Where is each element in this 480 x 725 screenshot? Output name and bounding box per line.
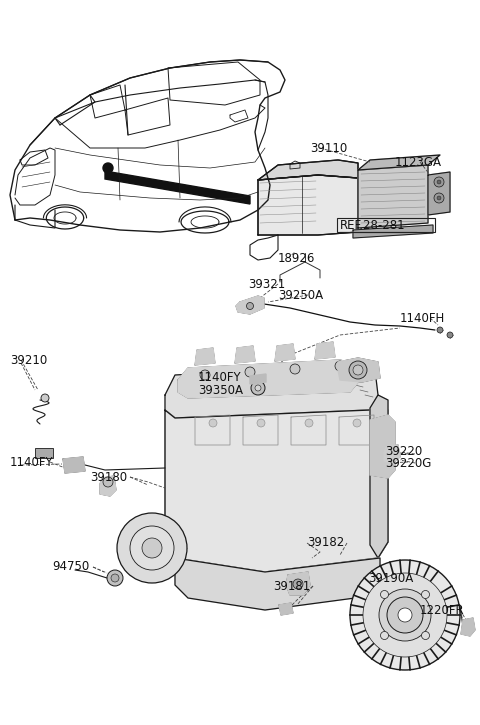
- Circle shape: [381, 631, 388, 639]
- Circle shape: [257, 419, 265, 427]
- Circle shape: [421, 590, 430, 599]
- Polygon shape: [275, 344, 295, 361]
- Text: 39110: 39110: [310, 141, 347, 154]
- Text: 1220FR: 1220FR: [420, 603, 465, 616]
- Text: 1140FY: 1140FY: [198, 370, 241, 384]
- Text: 39181: 39181: [273, 579, 310, 592]
- Polygon shape: [338, 358, 380, 382]
- Circle shape: [434, 193, 444, 203]
- Polygon shape: [105, 171, 250, 204]
- Circle shape: [398, 608, 412, 622]
- Circle shape: [103, 477, 113, 487]
- Text: 1140FY: 1140FY: [10, 455, 54, 468]
- Circle shape: [251, 381, 265, 395]
- Bar: [337, 218, 435, 232]
- Polygon shape: [315, 342, 335, 359]
- Polygon shape: [461, 618, 475, 636]
- Circle shape: [255, 385, 261, 391]
- Circle shape: [305, 419, 313, 427]
- Polygon shape: [358, 155, 440, 170]
- Circle shape: [437, 327, 443, 333]
- Polygon shape: [286, 572, 310, 595]
- Circle shape: [245, 367, 255, 377]
- Circle shape: [447, 332, 453, 338]
- Text: 39220G: 39220G: [385, 457, 432, 470]
- Circle shape: [130, 526, 174, 570]
- Polygon shape: [165, 365, 378, 418]
- Polygon shape: [195, 348, 215, 365]
- Circle shape: [107, 570, 123, 586]
- Polygon shape: [428, 172, 450, 215]
- Polygon shape: [178, 360, 360, 398]
- Text: REF.28-281: REF.28-281: [340, 218, 406, 231]
- Circle shape: [421, 631, 430, 639]
- Circle shape: [293, 579, 303, 589]
- Polygon shape: [384, 445, 400, 463]
- Polygon shape: [353, 225, 433, 238]
- Polygon shape: [279, 603, 293, 615]
- Polygon shape: [236, 296, 264, 314]
- Text: 39250A: 39250A: [278, 289, 323, 302]
- Text: 94750: 94750: [52, 560, 89, 573]
- Circle shape: [200, 370, 210, 380]
- Circle shape: [381, 590, 388, 599]
- Circle shape: [41, 394, 49, 402]
- Polygon shape: [63, 457, 85, 473]
- Circle shape: [103, 163, 113, 173]
- Circle shape: [111, 574, 119, 582]
- Circle shape: [247, 302, 253, 310]
- Polygon shape: [358, 165, 428, 228]
- Text: 18926: 18926: [278, 252, 315, 265]
- Circle shape: [437, 180, 441, 184]
- Polygon shape: [258, 160, 358, 180]
- Circle shape: [437, 196, 441, 200]
- Text: 1123GA: 1123GA: [395, 155, 442, 168]
- Circle shape: [350, 560, 460, 670]
- Polygon shape: [175, 558, 380, 610]
- Polygon shape: [100, 476, 116, 496]
- Circle shape: [353, 365, 363, 375]
- Bar: [35, 448, 53, 458]
- Polygon shape: [370, 415, 395, 478]
- Circle shape: [387, 597, 423, 633]
- Circle shape: [379, 589, 431, 641]
- Circle shape: [353, 419, 361, 427]
- Polygon shape: [258, 175, 358, 235]
- Text: 39321: 39321: [248, 278, 285, 291]
- Text: 1140FH: 1140FH: [400, 312, 445, 325]
- Circle shape: [349, 361, 367, 379]
- Circle shape: [142, 538, 162, 558]
- Text: 39190A: 39190A: [368, 571, 413, 584]
- Text: 39210: 39210: [10, 354, 47, 367]
- Circle shape: [290, 364, 300, 374]
- Polygon shape: [165, 410, 388, 572]
- Circle shape: [335, 361, 345, 371]
- Circle shape: [363, 573, 447, 657]
- Polygon shape: [370, 395, 388, 558]
- Polygon shape: [235, 346, 255, 363]
- Text: 39182: 39182: [307, 536, 344, 550]
- Circle shape: [434, 177, 444, 187]
- Circle shape: [117, 513, 187, 583]
- Polygon shape: [250, 374, 266, 384]
- Circle shape: [209, 419, 217, 427]
- Text: 39350A: 39350A: [198, 384, 243, 397]
- Text: 39180: 39180: [90, 471, 127, 484]
- Text: 39220: 39220: [385, 444, 422, 457]
